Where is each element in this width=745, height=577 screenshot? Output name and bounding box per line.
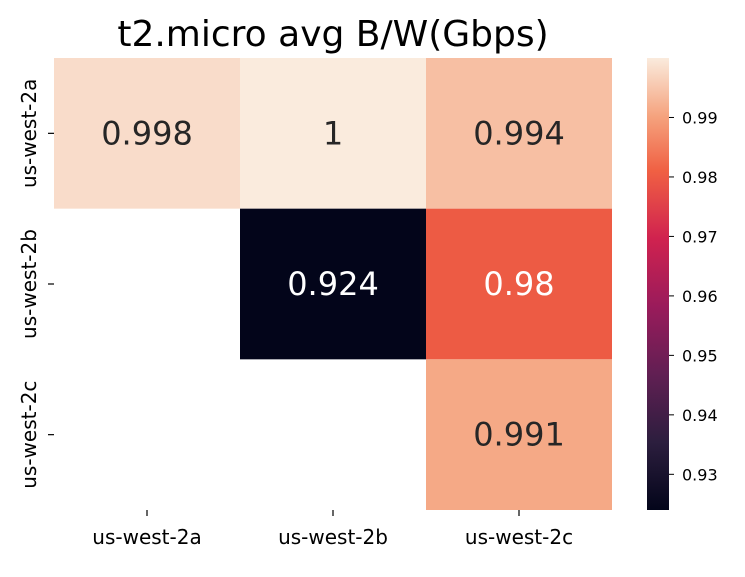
colorbar: 0.93 0.94 0.95 0.96 0.97 0.98 0.99 (647, 58, 718, 510)
x-tick-label: us-west-2c (465, 525, 573, 549)
heatmap-cell (240, 208, 426, 360)
y-tick-label: us-west-2c (17, 381, 41, 489)
colorbar-tick-label: 0.95 (682, 346, 718, 365)
cell-value-label: 0.924 (287, 265, 379, 303)
colorbar-tick-label: 0.96 (682, 287, 718, 306)
heatmap-cells: 0.998 1 0.994 0.924 0.98 0.991 (54, 58, 612, 510)
x-tick-label: us-west-2a (92, 525, 201, 549)
x-tick-label: us-west-2b (278, 525, 388, 549)
heatmap-cell (426, 58, 612, 209)
colorbar-tick-label: 0.99 (682, 108, 718, 127)
heatmap-cell (426, 208, 612, 360)
colorbar-gradient (647, 58, 669, 510)
colorbar-tick-label: 0.93 (682, 465, 718, 484)
y-tick-label: us-west-2a (17, 79, 41, 188)
y-tick-label: us-west-2b (17, 229, 41, 339)
colorbar-tick-label: 0.98 (682, 168, 718, 187)
cell-value-label: 0.991 (473, 416, 565, 454)
cell-value-label: 0.994 (473, 114, 565, 152)
heatmap-cell (54, 58, 240, 209)
y-axis: us-west-2a us-west-2b us-west-2c (17, 79, 54, 489)
cell-value-label: 1 (323, 114, 343, 152)
cell-value-label: 0.98 (483, 265, 554, 303)
heatmap-cell (426, 359, 612, 510)
colorbar-tick-label: 0.94 (682, 406, 718, 425)
heatmap-cell (240, 58, 426, 209)
cell-value-label: 0.998 (101, 114, 193, 152)
x-axis: us-west-2a us-west-2b us-west-2c (92, 510, 573, 549)
colorbar-tick-label: 0.97 (682, 227, 718, 246)
chart-title: t2.micro avg B/W(Gbps) (117, 14, 548, 55)
